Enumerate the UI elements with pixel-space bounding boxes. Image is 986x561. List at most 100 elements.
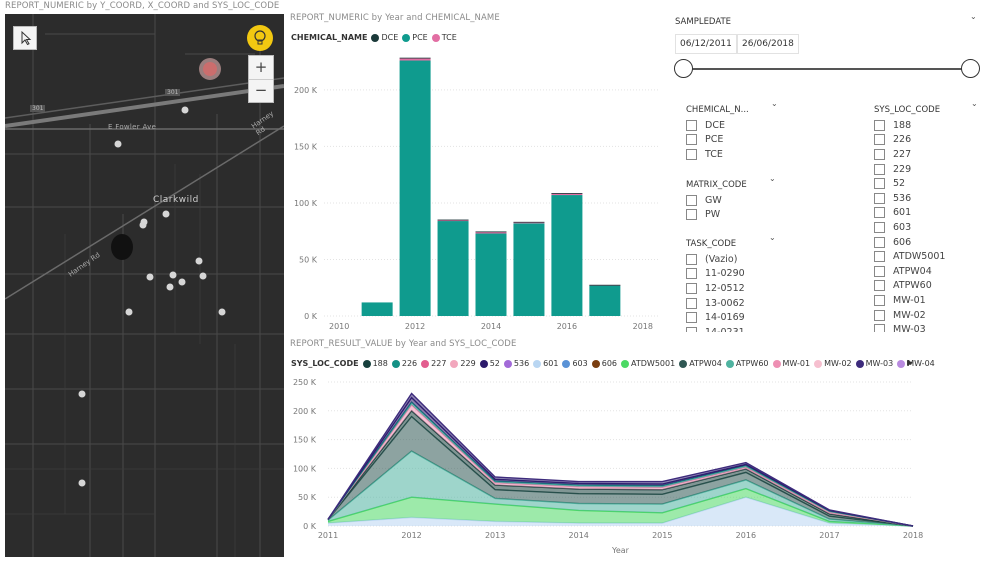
bar-dce-2016[interactable] bbox=[551, 193, 583, 194]
insights-button[interactable] bbox=[247, 25, 273, 51]
bar-tce-2012[interactable] bbox=[399, 58, 431, 61]
slicer-option[interactable]: 11-0290 bbox=[686, 267, 745, 282]
legend-item[interactable]: ATDW5001 bbox=[621, 359, 675, 368]
bar-dce-2017[interactable] bbox=[589, 284, 621, 286]
checkbox[interactable] bbox=[874, 294, 885, 306]
checkbox[interactable] bbox=[874, 309, 885, 321]
chevron-down-icon[interactable]: ⌄ bbox=[771, 99, 778, 108]
slicer-option[interactable]: 601 bbox=[874, 206, 945, 221]
map-canvas[interactable] bbox=[5, 14, 284, 557]
checkbox[interactable] bbox=[686, 268, 697, 280]
checkbox[interactable] bbox=[874, 134, 885, 146]
legend-item[interactable]: 536 bbox=[503, 359, 529, 368]
area-atdw5001[interactable] bbox=[328, 488, 913, 526]
checkbox[interactable] bbox=[686, 282, 697, 294]
chevron-down-icon[interactable]: ⌄ bbox=[769, 174, 776, 183]
slicer-option[interactable]: 14-0231 bbox=[686, 325, 745, 332]
chevron-down-icon[interactable]: ⌄ bbox=[769, 233, 776, 242]
legend-item[interactable]: MW-01 bbox=[772, 359, 810, 368]
checkbox[interactable] bbox=[874, 324, 885, 332]
checkbox[interactable] bbox=[686, 297, 697, 309]
checkbox[interactable] bbox=[874, 251, 885, 263]
slicer-option[interactable]: 14-0169 bbox=[686, 310, 745, 325]
slicer-option[interactable]: 12-0512 bbox=[686, 281, 745, 296]
line-mw-03[interactable] bbox=[327, 392, 914, 527]
slicer-option[interactable]: ATDW5001 bbox=[874, 249, 945, 264]
slicer-option[interactable]: 536 bbox=[874, 191, 945, 206]
date-range-start-handle[interactable] bbox=[674, 59, 693, 78]
legend-item[interactable]: 603 bbox=[562, 359, 588, 368]
legend-item[interactable]: 229 bbox=[450, 359, 476, 368]
checkbox[interactable] bbox=[686, 194, 697, 206]
slicer-option[interactable]: 52 bbox=[874, 176, 945, 191]
legend-scroll-right-button[interactable]: ▶ bbox=[907, 358, 914, 367]
checkbox[interactable] bbox=[874, 221, 885, 233]
checkbox[interactable] bbox=[686, 134, 697, 146]
checkbox[interactable] bbox=[686, 253, 697, 265]
legend-item[interactable]: ATPW04 bbox=[679, 359, 722, 368]
map-data-points[interactable] bbox=[78, 106, 226, 487]
checkbox[interactable] bbox=[874, 280, 885, 292]
slicer-option[interactable]: TCE bbox=[686, 147, 725, 162]
bar-tce-2014[interactable] bbox=[475, 231, 507, 234]
area-chart[interactable]: 0 K 50 K 100 K 150 K 200 K 250 K 2011 2012 2013 2… bbox=[286, 372, 926, 558]
map-cluster-marker[interactable] bbox=[199, 58, 221, 80]
checkbox[interactable] bbox=[874, 119, 885, 131]
slicer-option[interactable]: 13-0062 bbox=[686, 296, 745, 311]
line-atdw5001[interactable] bbox=[327, 487, 914, 527]
bar-pce-2017[interactable] bbox=[589, 285, 621, 316]
slicer-option[interactable]: 226 bbox=[874, 133, 945, 148]
sysloc-slicer-list[interactable]: 188 226 227 229 52 536 601 603 606 ATDW5001 ATPW04… bbox=[874, 118, 945, 332]
legend-item[interactable]: 227 bbox=[421, 359, 446, 368]
legend-item-tce[interactable]: TCE bbox=[431, 33, 457, 42]
checkbox[interactable] bbox=[874, 236, 885, 248]
slicer-option[interactable]: ATPW04 bbox=[874, 264, 945, 279]
checkbox[interactable] bbox=[874, 207, 885, 219]
bar-tce-2015[interactable] bbox=[513, 222, 545, 224]
legend-item[interactable]: MW-03 bbox=[855, 359, 893, 368]
checkbox[interactable] bbox=[686, 312, 697, 324]
bar-pce-2013[interactable] bbox=[437, 221, 469, 316]
date-end-input[interactable]: 26/06/2018 bbox=[737, 34, 799, 54]
checkbox[interactable] bbox=[686, 148, 697, 160]
checkbox[interactable] bbox=[874, 192, 885, 204]
legend-item[interactable]: ATPW60 bbox=[725, 359, 769, 368]
zoom-in-button[interactable]: + bbox=[249, 56, 273, 80]
slicer-option[interactable]: 227 bbox=[874, 147, 945, 162]
area-atpw60[interactable] bbox=[328, 451, 913, 526]
map-visual[interactable]: 301 301 E Fowler Ave Harney Rd Clarkwild… bbox=[5, 14, 284, 557]
zoom-out-button[interactable]: − bbox=[254, 81, 268, 99]
bar-dce-2013[interactable] bbox=[437, 219, 469, 221]
slicer-option[interactable]: 603 bbox=[874, 220, 945, 235]
checkbox[interactable] bbox=[874, 163, 885, 175]
bar-pce-2015[interactable] bbox=[513, 223, 545, 316]
legend-item[interactable]: 188 bbox=[362, 359, 388, 368]
bar-pce-2011[interactable] bbox=[361, 302, 393, 316]
task-slicer-list[interactable]: (Vazio) 11-0290 12-0512 13-0062 14-0169 … bbox=[686, 252, 745, 332]
line-mw-01[interactable] bbox=[327, 403, 914, 527]
legend-item[interactable]: 606 bbox=[591, 359, 617, 368]
checkbox[interactable] bbox=[686, 326, 697, 332]
bar-dce-2015[interactable] bbox=[513, 221, 545, 223]
bar-pce-2016[interactable] bbox=[551, 195, 583, 316]
bar-dce-2012[interactable] bbox=[399, 57, 431, 59]
slicer-option[interactable]: MW-01 bbox=[874, 293, 945, 308]
slicer-option[interactable]: ATPW60 bbox=[874, 279, 945, 294]
chevron-down-icon[interactable]: ⌄ bbox=[970, 12, 977, 21]
legend-item[interactable]: 601 bbox=[533, 359, 558, 368]
legend-item-pce[interactable]: PCE bbox=[402, 33, 428, 42]
legend-item[interactable]: 52 bbox=[479, 359, 500, 368]
slicer-option[interactable]: MW-02 bbox=[874, 308, 945, 323]
chevron-down-icon[interactable]: ⌄ bbox=[971, 99, 978, 108]
legend-item[interactable]: MW-04 bbox=[897, 359, 935, 368]
slicer-option[interactable]: (Vazio) bbox=[686, 252, 745, 267]
bar-tce-2016[interactable] bbox=[551, 193, 583, 196]
slicer-option[interactable]: MW-03 bbox=[874, 322, 945, 332]
slicer-option[interactable]: PW bbox=[686, 208, 722, 223]
select-tool-button[interactable] bbox=[13, 26, 37, 50]
checkbox[interactable] bbox=[874, 148, 885, 160]
slicer-option[interactable]: PCE bbox=[686, 133, 725, 148]
date-range-end-handle[interactable] bbox=[961, 59, 980, 78]
checkbox[interactable] bbox=[874, 265, 885, 277]
checkbox[interactable] bbox=[686, 119, 697, 131]
